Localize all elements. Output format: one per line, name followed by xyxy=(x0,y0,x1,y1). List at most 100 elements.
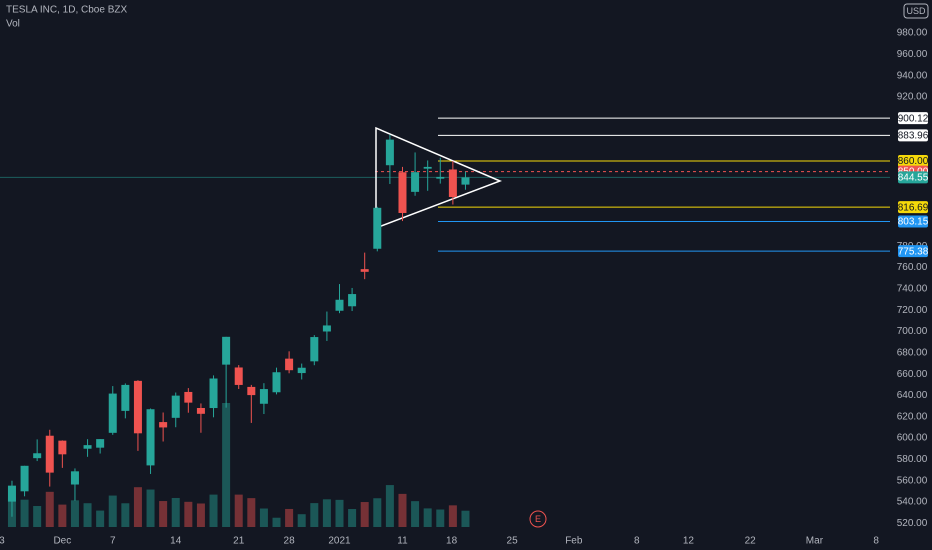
volume-bar xyxy=(398,493,407,527)
x-tick-label: Mar xyxy=(806,536,824,547)
candle-body xyxy=(272,372,281,393)
volume-bar xyxy=(322,499,331,527)
x-tick-label: 12 xyxy=(683,536,695,547)
volume-bar xyxy=(259,508,268,527)
y-tick-label: 720.00 xyxy=(897,305,928,316)
volume-bar xyxy=(373,498,382,527)
level-label: 803.15 xyxy=(898,217,929,228)
candle-body xyxy=(222,336,231,365)
candle-body xyxy=(96,439,105,448)
earnings-marker[interactable]: E xyxy=(535,514,541,524)
y-tick-label: 760.00 xyxy=(897,262,928,273)
candle-body xyxy=(335,299,344,311)
y-tick-label: 740.00 xyxy=(897,283,928,294)
volume-bar xyxy=(348,509,357,527)
volume-bar xyxy=(83,503,92,527)
x-tick-label: 18 xyxy=(446,536,458,547)
volume-bar xyxy=(20,499,29,527)
volume-bar xyxy=(360,502,369,527)
triangle-drawing xyxy=(375,126,503,230)
level-label-box xyxy=(898,129,928,142)
volume-bar xyxy=(121,503,130,527)
candle-body xyxy=(83,445,92,449)
currency-box[interactable] xyxy=(903,3,929,19)
level-label: 775.38 xyxy=(898,246,929,257)
candle-body xyxy=(285,358,294,371)
x-tick-label: 22 xyxy=(745,536,757,547)
volume-bar xyxy=(335,499,344,527)
y-tick-label: 560.00 xyxy=(897,475,928,486)
candle-body xyxy=(108,393,117,433)
candle-body xyxy=(411,172,420,192)
x-tick-label: Feb xyxy=(565,536,583,547)
level-label: 816.69 xyxy=(898,202,929,213)
level-layer xyxy=(0,117,890,252)
candle-body xyxy=(436,176,445,179)
candle-body xyxy=(209,378,218,409)
candle-body xyxy=(234,367,243,385)
level-label: 883.96 xyxy=(898,131,929,142)
candle-body xyxy=(247,386,256,396)
y-tick-label: 580.00 xyxy=(897,454,928,465)
volume-bar xyxy=(133,487,142,527)
candle-body xyxy=(398,172,407,213)
level-label: 844.55 xyxy=(898,173,929,184)
candle-body xyxy=(461,177,470,185)
candle-body xyxy=(385,139,394,166)
volume-bar xyxy=(58,504,67,527)
volume-bar xyxy=(448,505,457,527)
volume-bar xyxy=(436,509,445,527)
x-tick-label: Dec xyxy=(53,536,71,547)
candle-body xyxy=(133,380,142,434)
volume-bar xyxy=(310,503,319,527)
level-label-box xyxy=(898,245,928,258)
volume-bar xyxy=(461,510,470,527)
volume-bar xyxy=(171,497,180,527)
candle-body xyxy=(448,169,457,198)
earnings-icon[interactable] xyxy=(529,510,547,528)
volume-bar xyxy=(285,508,294,527)
x-tick-label: 28 xyxy=(284,536,296,547)
level-label: 900.12 xyxy=(898,113,929,124)
volume-bar xyxy=(70,500,79,527)
y-tick-label: 600.00 xyxy=(897,433,928,444)
level-label-box xyxy=(898,112,928,125)
candle-body xyxy=(20,465,29,492)
y-tick-label: 520.00 xyxy=(897,518,928,529)
candle-body xyxy=(348,294,357,307)
candle-body xyxy=(121,384,130,411)
x-tick-label: 8 xyxy=(873,536,879,547)
volume-bar xyxy=(411,501,420,527)
volume-bar xyxy=(222,403,231,527)
volume-bar xyxy=(196,503,205,527)
candle-body xyxy=(184,391,193,403)
candle-body xyxy=(423,166,432,169)
volume-bar xyxy=(247,498,256,527)
x-tick-label: 8 xyxy=(634,536,640,547)
volume-bar xyxy=(385,485,394,527)
x-tick-label: 21 xyxy=(233,536,245,547)
level-label-box xyxy=(898,215,928,228)
candle-body xyxy=(373,207,382,249)
candle-body xyxy=(146,409,155,466)
y-tick-label: 940.00 xyxy=(897,70,928,81)
x-tick-label: 11 xyxy=(397,536,408,547)
y-tick-label: 660.00 xyxy=(897,369,928,380)
volume-bar xyxy=(96,510,105,527)
currency-label[interactable]: USD xyxy=(906,6,926,16)
candle-body xyxy=(70,471,79,485)
candle-body xyxy=(196,407,205,414)
y-tick-label: 920.00 xyxy=(897,92,928,103)
volume-bar xyxy=(209,494,218,527)
volume-layer xyxy=(7,403,470,527)
y-tick-label: 960.00 xyxy=(897,49,928,60)
volume-bar xyxy=(423,508,432,527)
volume-bar xyxy=(33,506,42,527)
volume-bar xyxy=(234,494,243,527)
x-tick-label: 25 xyxy=(507,536,519,547)
volume-bar xyxy=(297,514,306,527)
candle-body xyxy=(360,269,369,272)
level-label-box xyxy=(898,154,928,167)
